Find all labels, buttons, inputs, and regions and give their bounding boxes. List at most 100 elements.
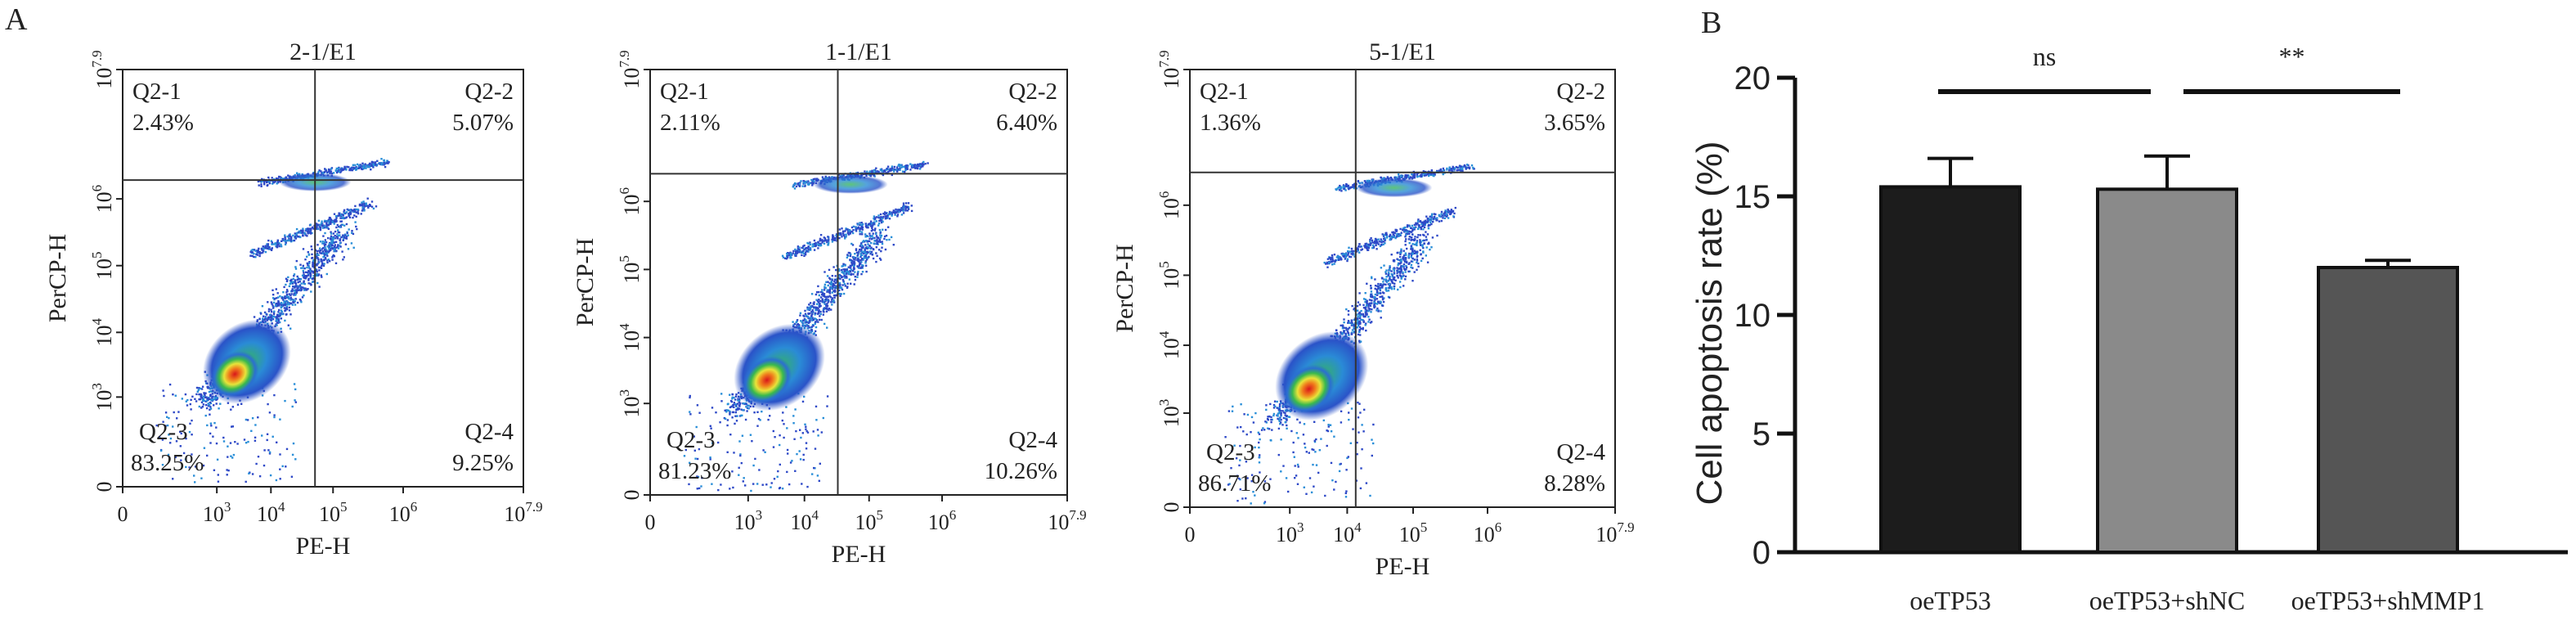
scatter-point (1364, 315, 1367, 318)
scatter-point (850, 267, 852, 269)
scatter-point (741, 434, 744, 437)
quadrant-name: Q2-2 (464, 79, 514, 105)
scatter-point (330, 232, 333, 235)
scatter-point (817, 285, 819, 288)
scatter-point (819, 237, 822, 241)
scatter-point (282, 304, 285, 307)
scatter-point (1347, 310, 1350, 312)
scatter-point (210, 425, 213, 427)
scatter-point (737, 398, 739, 400)
scatter-point (1411, 248, 1414, 250)
scatter-point (826, 275, 829, 277)
scatter-point (253, 255, 255, 259)
scatter-point (209, 442, 212, 444)
x-tick-label: 104 (790, 507, 819, 534)
scatter-point (807, 317, 810, 319)
scatter-point (249, 254, 252, 257)
scatter-point (1380, 292, 1382, 295)
scatter-point (817, 290, 819, 294)
scatter-point (816, 299, 819, 303)
scatter-point (297, 277, 299, 280)
scatter-point (299, 299, 303, 302)
scatter-point (807, 307, 810, 309)
scatter-point (810, 306, 813, 308)
scatter-point (1391, 281, 1393, 284)
scatter-point (1416, 240, 1419, 242)
scatter-point (758, 469, 761, 471)
scatter-point (1299, 421, 1301, 424)
scatter-point (1357, 324, 1360, 327)
scatter-point (342, 214, 344, 217)
scatter-point (869, 220, 873, 223)
scatter-point (198, 387, 200, 389)
scatter-point (324, 239, 326, 241)
scatter-point (357, 167, 360, 169)
scatter-point (901, 165, 904, 169)
scatter-point (177, 411, 180, 413)
scatter-point (808, 182, 810, 186)
scatter-point (904, 209, 907, 211)
scatter-point (792, 250, 795, 253)
scatter-point (804, 312, 807, 315)
scatter-point (851, 232, 855, 235)
x-tick-exponent: 6 (949, 507, 957, 523)
scatter-point (870, 246, 873, 249)
scatter-point (1403, 268, 1407, 271)
scatter-point (306, 255, 308, 258)
scatter-point (810, 314, 813, 317)
scatter-point (319, 266, 322, 269)
scatter-point (208, 390, 211, 393)
scatter-point (738, 405, 741, 407)
scatter-point (879, 232, 882, 234)
scatter-point (283, 297, 285, 299)
scatter-point (832, 299, 835, 302)
scatter-point (739, 453, 742, 456)
scatter-point (258, 184, 260, 187)
scatter-point (1278, 405, 1281, 407)
scatter-point (283, 286, 285, 289)
scatter-point (897, 168, 900, 170)
scatter-point (330, 170, 333, 173)
scatter-point (1377, 292, 1380, 295)
scatter-point (300, 282, 303, 285)
scatter-point (729, 411, 731, 414)
scatter-point (730, 405, 733, 408)
scatter-point (809, 182, 811, 184)
scatter-point (1385, 290, 1388, 292)
scatter-point (737, 399, 739, 402)
scatter-point (848, 230, 850, 232)
scatter-point (189, 402, 191, 406)
scatter-point (802, 453, 805, 456)
scatter-point (845, 227, 847, 230)
scatter-point (307, 269, 310, 272)
scatter-point (816, 429, 819, 431)
scatter-point (868, 173, 871, 176)
scatter-point (838, 275, 841, 277)
scatter-point (874, 232, 877, 235)
scatter-point (800, 180, 802, 182)
scatter-point (1420, 259, 1423, 263)
scatter-point (832, 290, 835, 292)
scatter-point (752, 464, 755, 467)
scatter-point (236, 403, 240, 406)
scatter-point (765, 483, 768, 486)
scatter-point (307, 263, 309, 267)
x-axis-label: PE-H (832, 541, 886, 568)
scatter-point (1405, 266, 1408, 268)
scatter-point (804, 251, 807, 254)
scatter-point (868, 170, 872, 173)
scatter-point (333, 220, 335, 223)
scatter-point (1410, 239, 1412, 241)
scatter-point (803, 248, 806, 251)
scatter-point (868, 223, 870, 226)
scatter-point (312, 277, 315, 280)
scatter-point (375, 164, 377, 166)
scatter-point (819, 299, 822, 303)
scatter-point (809, 321, 811, 323)
scatter-point (287, 295, 289, 298)
scatter-point (870, 229, 873, 232)
y-tick-label: 105 (89, 251, 116, 280)
scatter-point (1397, 259, 1400, 261)
scatter-point (1416, 268, 1418, 271)
scatter-point (280, 309, 283, 312)
